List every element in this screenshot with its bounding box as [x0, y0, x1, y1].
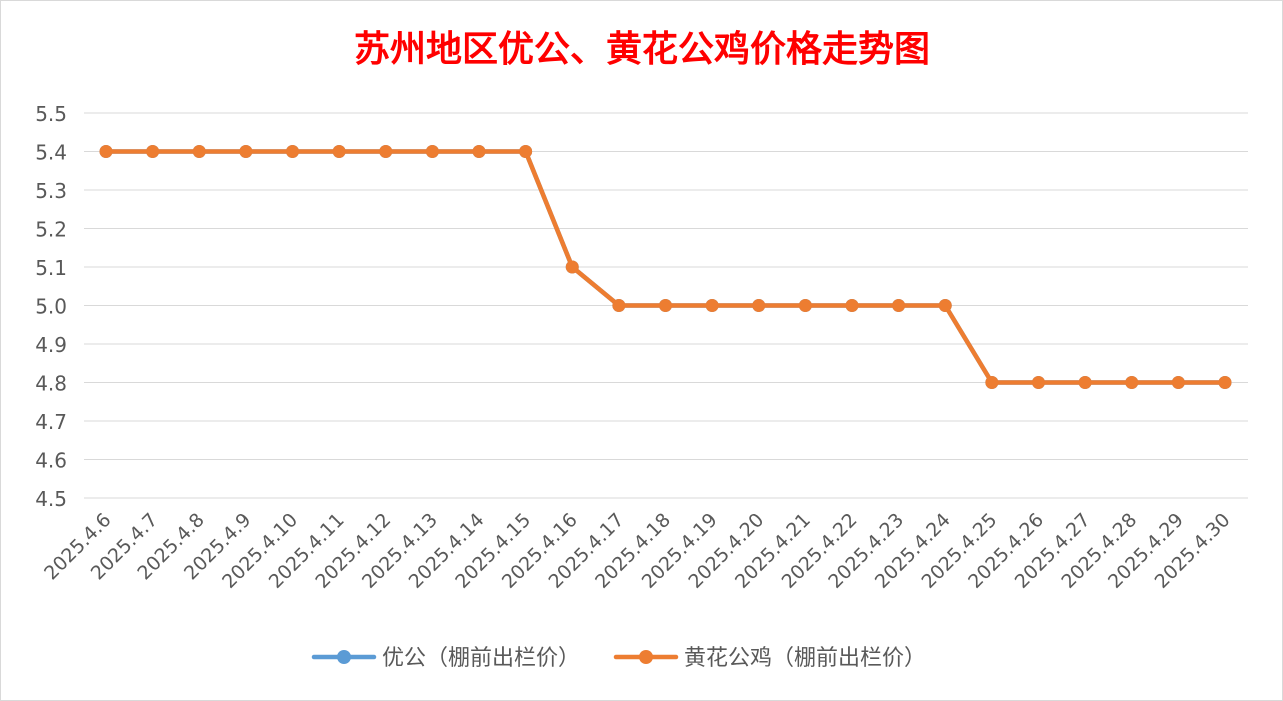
- x-axis-tick-labels: 2025.4.62025.4.72025.4.82025.4.92025.4.1…: [40, 509, 1234, 593]
- data-point: [1032, 376, 1045, 389]
- data-point: [192, 145, 206, 158]
- data-point: [472, 145, 486, 158]
- legend[interactable]: 优公（棚前出栏价） 黄花公鸡（棚前出栏价）: [311, 646, 926, 671]
- data-point: [565, 260, 579, 274]
- legend-marker-swatch: [639, 650, 653, 664]
- data-point: [1171, 376, 1185, 389]
- data-point: [519, 145, 533, 158]
- data-point: [845, 299, 859, 312]
- legend-marker-swatch: [337, 650, 351, 664]
- series-layer: [99, 145, 1232, 389]
- data-point: [752, 299, 766, 312]
- data-point: [798, 299, 812, 312]
- y-tick-label: 4.8: [35, 372, 67, 396]
- data-point: [239, 145, 253, 158]
- y-tick-label: 4.9: [35, 333, 67, 357]
- y-tick-label: 5.2: [35, 218, 67, 242]
- y-tick-label: 5.0: [35, 295, 67, 319]
- y-tick-label: 4.5: [35, 487, 67, 511]
- y-tick-label: 5.1: [35, 256, 67, 280]
- legend-item[interactable]: 黄花公鸡（棚前出栏价）: [613, 646, 926, 671]
- data-point: [425, 145, 439, 158]
- y-tick-label: 5.5: [35, 102, 67, 126]
- data-point: [379, 145, 393, 158]
- data-point: [938, 299, 952, 312]
- legend-label: 优公（棚前出栏价）: [382, 646, 580, 671]
- chart-title: 苏州地区优公、黄花公鸡价格走势图: [354, 28, 930, 70]
- data-point: [892, 299, 906, 312]
- y-axis-tick-labels: 5.5 5.4 5.3 5.2 5.1 5.0 4.9 4.8 4.7 4.6 4.5: [35, 102, 67, 511]
- data-point: [1078, 376, 1092, 389]
- data-point: [1125, 376, 1139, 389]
- y-tick-label: 5.3: [35, 179, 67, 203]
- data-point: [332, 145, 346, 158]
- data-point: [286, 145, 299, 158]
- data-point: [1218, 376, 1232, 389]
- data-point: [659, 299, 672, 312]
- data-point: [985, 376, 999, 389]
- legend-item[interactable]: 优公（棚前出栏价）: [311, 646, 580, 671]
- legend-label: 黄花公鸡（棚前出栏价）: [684, 646, 926, 671]
- data-point: [146, 145, 160, 158]
- data-point: [705, 299, 719, 312]
- y-tick-label: 4.6: [35, 449, 67, 473]
- data-point: [99, 145, 113, 158]
- data-point: [612, 299, 626, 312]
- y-tick-label: 5.4: [35, 141, 67, 165]
- series-1: [99, 145, 1232, 389]
- y-tick-label: 4.7: [35, 410, 67, 434]
